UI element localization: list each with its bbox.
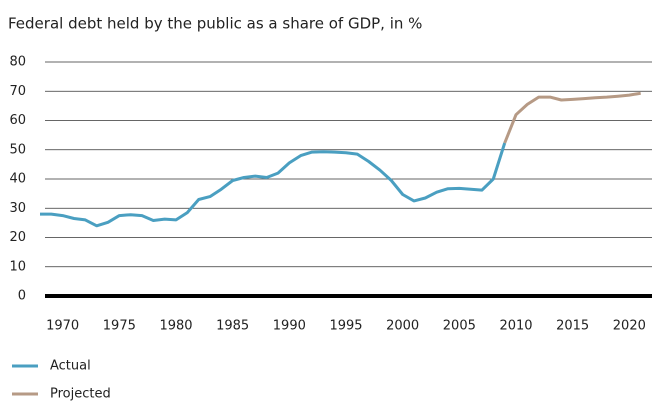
y-tick-label: 10 <box>9 259 26 274</box>
x-tick-label: 1980 <box>159 319 192 334</box>
x-tick-label: 2000 <box>386 319 419 334</box>
x-tick-label: 2010 <box>499 319 532 334</box>
legend-label: Actual <box>50 359 91 374</box>
x-tick-label: 2015 <box>556 319 589 334</box>
x-tick-label: 1985 <box>216 319 249 334</box>
x-tick-label: 2005 <box>443 319 476 334</box>
series-line <box>503 91 641 144</box>
chart-title: Federal debt held by the public as a sha… <box>8 15 422 33</box>
x-tick-label: 1970 <box>46 319 79 334</box>
x-tick-label: 1995 <box>329 319 362 334</box>
y-tick-label: 40 <box>9 172 26 187</box>
y-tick-label: 80 <box>9 55 26 70</box>
y-tick-label: 60 <box>9 113 26 128</box>
legend-label: Projected <box>50 387 111 402</box>
x-tick-label: 1990 <box>273 319 306 334</box>
x-tick-label: 2020 <box>613 319 646 334</box>
series-line <box>40 142 507 228</box>
y-tick-label: 70 <box>9 84 26 99</box>
y-tick-label: 30 <box>9 201 26 216</box>
y-tick-label: 50 <box>9 142 26 157</box>
y-tick-label: 0 <box>18 289 26 304</box>
y-tick-label: 20 <box>9 230 26 245</box>
x-tick-label: 1975 <box>103 319 136 334</box>
